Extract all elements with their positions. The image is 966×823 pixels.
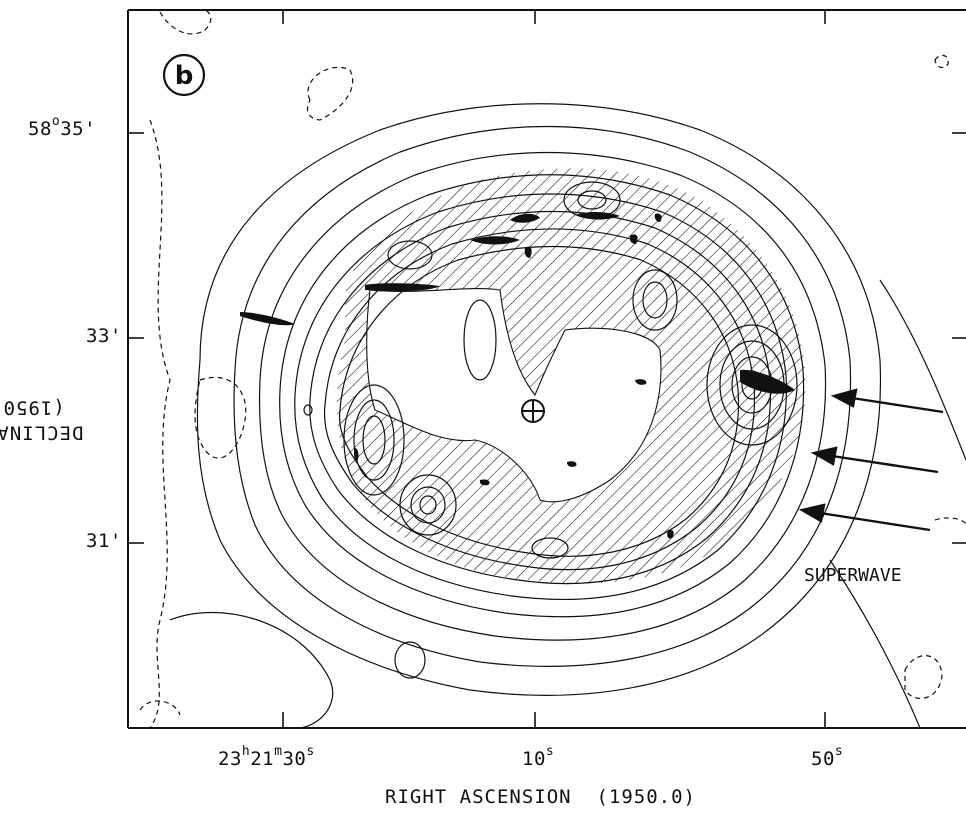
panel-letter-circle: b [162,53,206,97]
panel-letter: b [175,61,194,91]
y-tick-label-58-35: 58o35' [28,114,97,140]
center-marker [521,399,545,423]
central-blank-area [366,288,662,503]
dark-features [240,212,795,539]
x-tick-label-23h21m30s: 23h21m30s [218,744,315,770]
y-tick-label-31: 31' [86,530,122,552]
superwave-label: SUPERWAVE [804,565,902,586]
x-tick-label-50s: 50s [811,744,844,770]
x-axis-title: RIGHT ASCENSION (1950.0) [385,786,696,808]
plot-frame [127,9,966,729]
superwave-arrows [798,388,944,532]
x-tick-label-10s: 10s [522,744,555,770]
y-tick-label-33: 33' [86,325,122,347]
axis-ticks [128,10,966,728]
